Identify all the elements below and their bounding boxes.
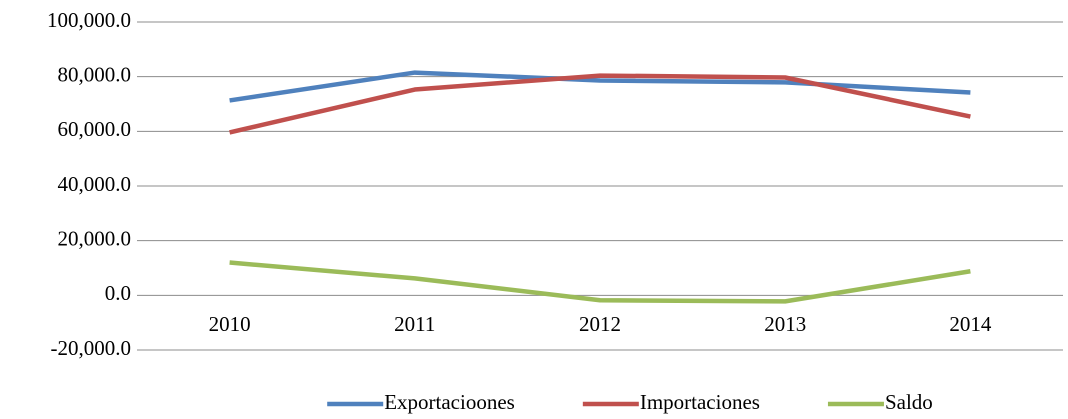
legend-label: Importaciones (640, 390, 760, 414)
x-tick-label: 2014 (949, 312, 992, 336)
y-tick-label: 100,000.0 (47, 8, 131, 32)
series-line (229, 70, 971, 103)
series-line (229, 260, 971, 304)
x-tick-label: 2012 (579, 312, 621, 336)
legend-label: Exportacioones (384, 390, 515, 414)
x-tick-label: 2011 (394, 312, 435, 336)
y-tick-label: 80,000.0 (58, 62, 132, 86)
y-tick-label: 60,000.0 (58, 117, 132, 141)
legend-label: Saldo (885, 390, 933, 414)
x-tick-label: 2010 (209, 312, 251, 336)
x-tick-label: 2013 (764, 312, 806, 336)
y-tick-label: 0.0 (105, 281, 131, 305)
y-tick-label: -20,000.0 (51, 336, 132, 360)
series-line (229, 73, 971, 135)
y-tick-label: 20,000.0 (58, 226, 132, 250)
y-tick-label: 40,000.0 (58, 172, 132, 196)
